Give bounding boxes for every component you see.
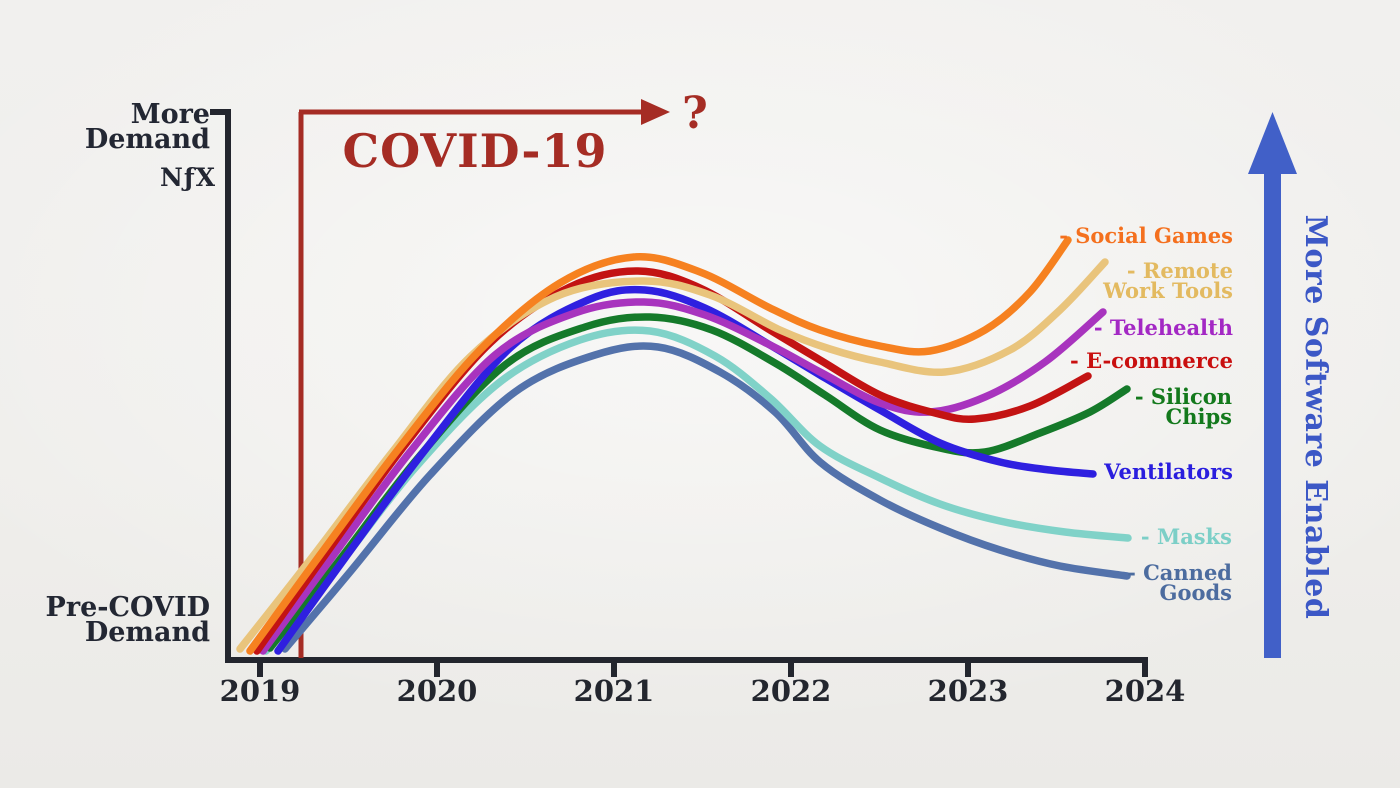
covid-question-mark: ?: [682, 88, 708, 139]
year-label-2023: 2023: [927, 674, 1009, 708]
covid-19-title: COVID-19: [342, 124, 608, 178]
year-label-2024: 2024: [1104, 674, 1186, 708]
curve-label-e-commerce: - E-commerce: [1070, 348, 1233, 373]
curve-ventilators: [274, 285, 1097, 655]
curve-label-ventilators: - Ventilators: [1088, 459, 1233, 484]
x-axis-ticks: [257, 660, 1148, 677]
curve-label-social-games: - Social Games: [1059, 223, 1233, 248]
y-axis-top-label: More Demand: [84, 99, 210, 155]
year-label-2020: 2020: [396, 674, 478, 708]
year-label-2021: 2021: [573, 674, 655, 708]
curve-canned-goods: [281, 342, 1131, 653]
year-label-2022: 2022: [750, 674, 832, 708]
curve-label-remote-work-tools: - Remote Work Tools: [1103, 258, 1233, 303]
demand-curves: [236, 236, 1132, 655]
curve-label-telehealth: - Telehealth: [1093, 315, 1233, 340]
software-up-arrow: [1248, 112, 1297, 658]
year-label-2019: 2019: [219, 674, 301, 708]
curve-telehealth: [259, 298, 1107, 655]
curve-label-masks: - Masks: [1140, 524, 1232, 549]
more-software-enabled-label: More Software Enabled: [1298, 214, 1333, 620]
curve-social-games: [246, 236, 1072, 655]
curve-label-canned-goods: - Canned Goods: [1127, 560, 1232, 605]
covid-arrowhead-icon: [641, 99, 670, 125]
nfx-logo: NƒX: [160, 163, 217, 192]
software-arrowhead-icon: [1248, 112, 1297, 174]
curve-label-silicon-chips: - Silicon Chips: [1134, 384, 1232, 429]
y-axis-bottom-label: Pre-COVID Demand: [45, 592, 210, 648]
